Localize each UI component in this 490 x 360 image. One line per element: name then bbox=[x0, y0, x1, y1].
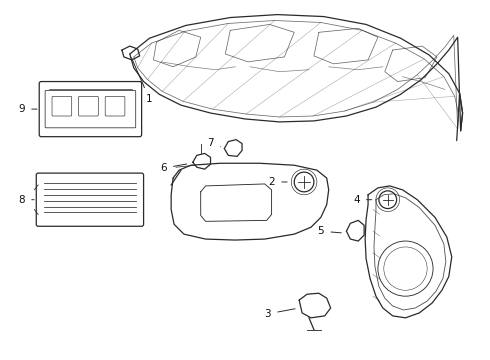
Text: 9: 9 bbox=[18, 104, 37, 114]
Text: 8: 8 bbox=[18, 195, 34, 205]
Text: 4: 4 bbox=[353, 195, 372, 205]
Text: 7: 7 bbox=[207, 138, 220, 148]
Text: 1: 1 bbox=[131, 58, 153, 104]
Text: 5: 5 bbox=[318, 226, 341, 236]
Text: 6: 6 bbox=[160, 163, 187, 173]
Text: 3: 3 bbox=[264, 309, 295, 319]
Text: 2: 2 bbox=[268, 177, 287, 187]
